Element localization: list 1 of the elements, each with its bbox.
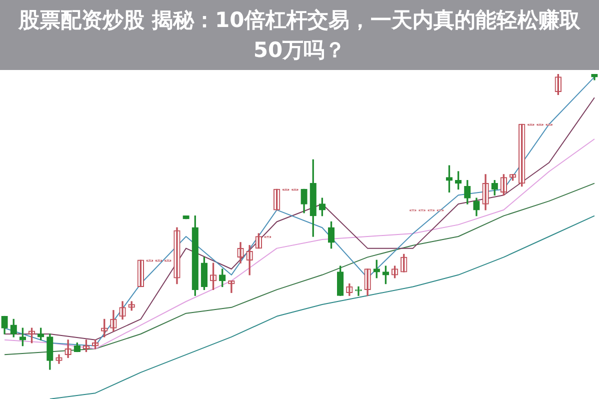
chart-title: 股票配资炒股 揭秘：10倍杠杆交易，一天内真的能轻松赚取50万吗？	[17, 7, 582, 64]
